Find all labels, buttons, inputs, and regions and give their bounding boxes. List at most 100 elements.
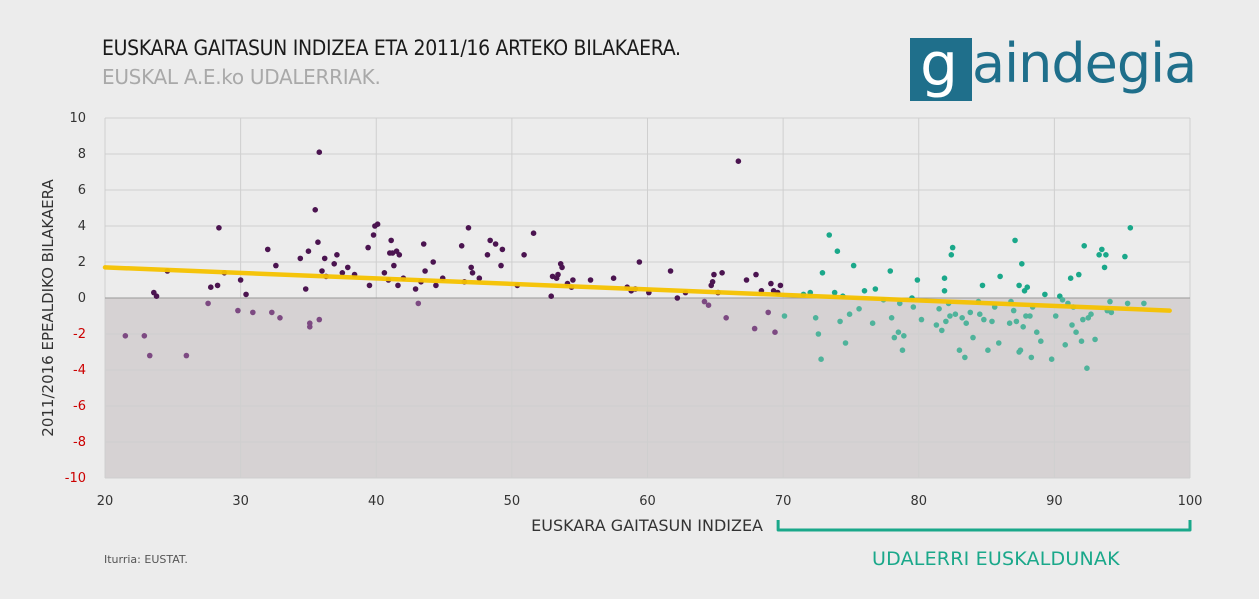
y-tick-label: -6 <box>73 399 86 414</box>
y-tick-label: 10 <box>69 111 86 126</box>
data-point <box>1124 300 1131 307</box>
data-point <box>888 315 895 321</box>
data-point <box>1078 338 1085 345</box>
data-point <box>861 288 868 294</box>
data-point <box>918 316 925 323</box>
data-point <box>388 237 394 244</box>
data-point <box>1080 316 1086 323</box>
y-tick-label: -8 <box>73 435 86 450</box>
data-point <box>146 352 153 359</box>
data-point <box>316 149 323 155</box>
data-point <box>818 356 824 363</box>
x-axis-label: EUSKARA GAITASUN INDIZEA <box>531 516 763 535</box>
data-point <box>521 252 527 258</box>
data-point <box>962 354 968 361</box>
data-point <box>765 309 772 316</box>
data-point <box>751 325 758 332</box>
data-point <box>1048 356 1055 363</box>
y-tick-label: 4 <box>78 219 86 234</box>
data-point <box>1013 318 1020 325</box>
data-point <box>1006 320 1013 327</box>
data-point <box>277 315 283 321</box>
data-point <box>381 270 388 276</box>
data-point <box>914 277 921 283</box>
data-point <box>1107 298 1113 305</box>
data-point <box>476 275 483 282</box>
data-point <box>985 347 991 354</box>
data-point <box>433 282 439 289</box>
data-point <box>555 271 561 278</box>
data-point <box>850 262 857 269</box>
data-point <box>321 255 328 262</box>
data-point <box>1101 264 1108 271</box>
data-point <box>469 270 476 276</box>
data-point <box>1012 237 1018 244</box>
data-point <box>933 322 940 328</box>
data-point <box>458 243 465 249</box>
data-point <box>899 347 906 354</box>
data-point <box>815 331 822 337</box>
data-point <box>1075 271 1082 278</box>
source-note: Iturria: EUSTAT. <box>104 553 188 566</box>
highlight-range-label: UDALERRI EUSKALDUNAK <box>872 548 1120 570</box>
data-point <box>305 248 312 254</box>
data-point <box>947 313 953 319</box>
x-tick-label: 20 <box>97 494 114 509</box>
y-tick-label: -2 <box>73 327 86 342</box>
highlight-bracket <box>776 520 1192 532</box>
data-point <box>997 273 1003 280</box>
data-point <box>1067 275 1074 282</box>
data-point <box>743 277 750 283</box>
data-point <box>1059 297 1066 303</box>
data-point <box>949 244 956 251</box>
data-point <box>492 241 499 247</box>
data-point <box>420 241 427 247</box>
data-point <box>365 244 371 251</box>
data-point <box>735 158 742 164</box>
data-point <box>315 239 321 245</box>
data-point <box>468 264 474 271</box>
data-point <box>1017 347 1024 354</box>
data-point <box>1024 284 1031 291</box>
data-point <box>331 261 338 267</box>
y-tick-label: 6 <box>78 183 86 198</box>
data-point <box>1081 243 1088 249</box>
data-point <box>297 255 304 262</box>
data-point <box>896 300 903 307</box>
data-point <box>1023 313 1029 319</box>
data-point <box>141 333 148 339</box>
data-point <box>1092 336 1098 343</box>
data-point <box>941 275 948 282</box>
data-point <box>316 316 323 323</box>
x-tick-label: 50 <box>504 494 521 509</box>
data-point <box>705 302 712 309</box>
data-point <box>1108 309 1115 316</box>
data-point <box>856 306 862 312</box>
data-point <box>667 268 674 274</box>
data-point <box>1141 300 1147 307</box>
data-point <box>981 316 987 323</box>
data-point <box>374 221 381 227</box>
data-point <box>207 284 214 291</box>
data-point <box>719 270 725 276</box>
data-point <box>370 232 377 238</box>
data-point <box>306 320 313 327</box>
x-tick-label: 60 <box>639 494 656 509</box>
data-point <box>895 329 902 336</box>
data-point <box>819 270 826 276</box>
data-point <box>869 320 876 327</box>
data-point <box>530 230 537 236</box>
data-point <box>831 289 838 296</box>
data-point <box>465 225 472 231</box>
data-point <box>587 277 594 283</box>
data-point <box>1016 282 1022 289</box>
data-point <box>812 315 819 321</box>
data-point <box>499 246 506 253</box>
data-point <box>312 207 319 213</box>
logo-wordmark: aindegia <box>972 32 1197 95</box>
data-point <box>339 270 346 276</box>
data-point <box>396 252 403 258</box>
data-point <box>487 237 493 244</box>
data-point <box>941 288 948 294</box>
